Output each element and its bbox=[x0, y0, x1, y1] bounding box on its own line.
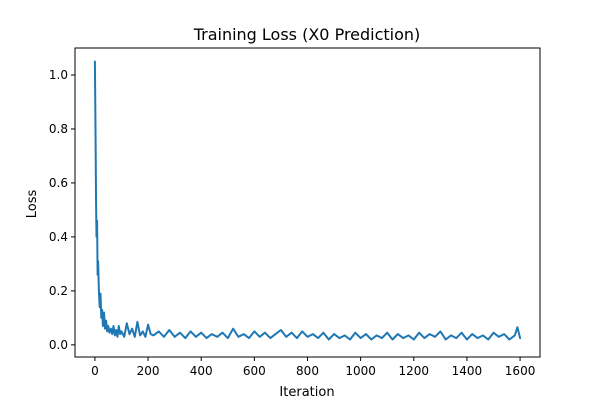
y-tick-label: 0.4 bbox=[49, 230, 68, 244]
y-tick-label: 0.6 bbox=[49, 176, 68, 190]
y-tick-label: 0.8 bbox=[49, 122, 68, 136]
x-axis-label: Iteration bbox=[279, 385, 334, 400]
x-tick-label: 1000 bbox=[345, 364, 376, 378]
x-tick-label: 800 bbox=[296, 364, 319, 378]
axes-frame bbox=[74, 47, 541, 358]
chart-title: Training Loss (X0 Prediction) bbox=[193, 25, 421, 44]
x-tick-label: 1400 bbox=[452, 364, 483, 378]
y-tick-label: 1.0 bbox=[49, 68, 68, 82]
y-tick-label: 0.2 bbox=[49, 284, 68, 298]
y-axis-label: Loss bbox=[25, 190, 40, 219]
x-tick-label: 400 bbox=[190, 364, 213, 378]
x-tick-label: 0 bbox=[91, 364, 99, 378]
x-tick-label: 1600 bbox=[505, 364, 536, 378]
y-tick-label: 0.0 bbox=[49, 338, 68, 352]
plot-area: 0 200 400 600 800 1000 1200 1400 1600 0.0 0.2 0.4 0.… bbox=[49, 47, 541, 378]
x-tick-label: 600 bbox=[243, 364, 266, 378]
x-tick-label: 1200 bbox=[399, 364, 430, 378]
loss-series-line bbox=[93, 60, 522, 341]
x-tick-label: 200 bbox=[137, 364, 160, 378]
